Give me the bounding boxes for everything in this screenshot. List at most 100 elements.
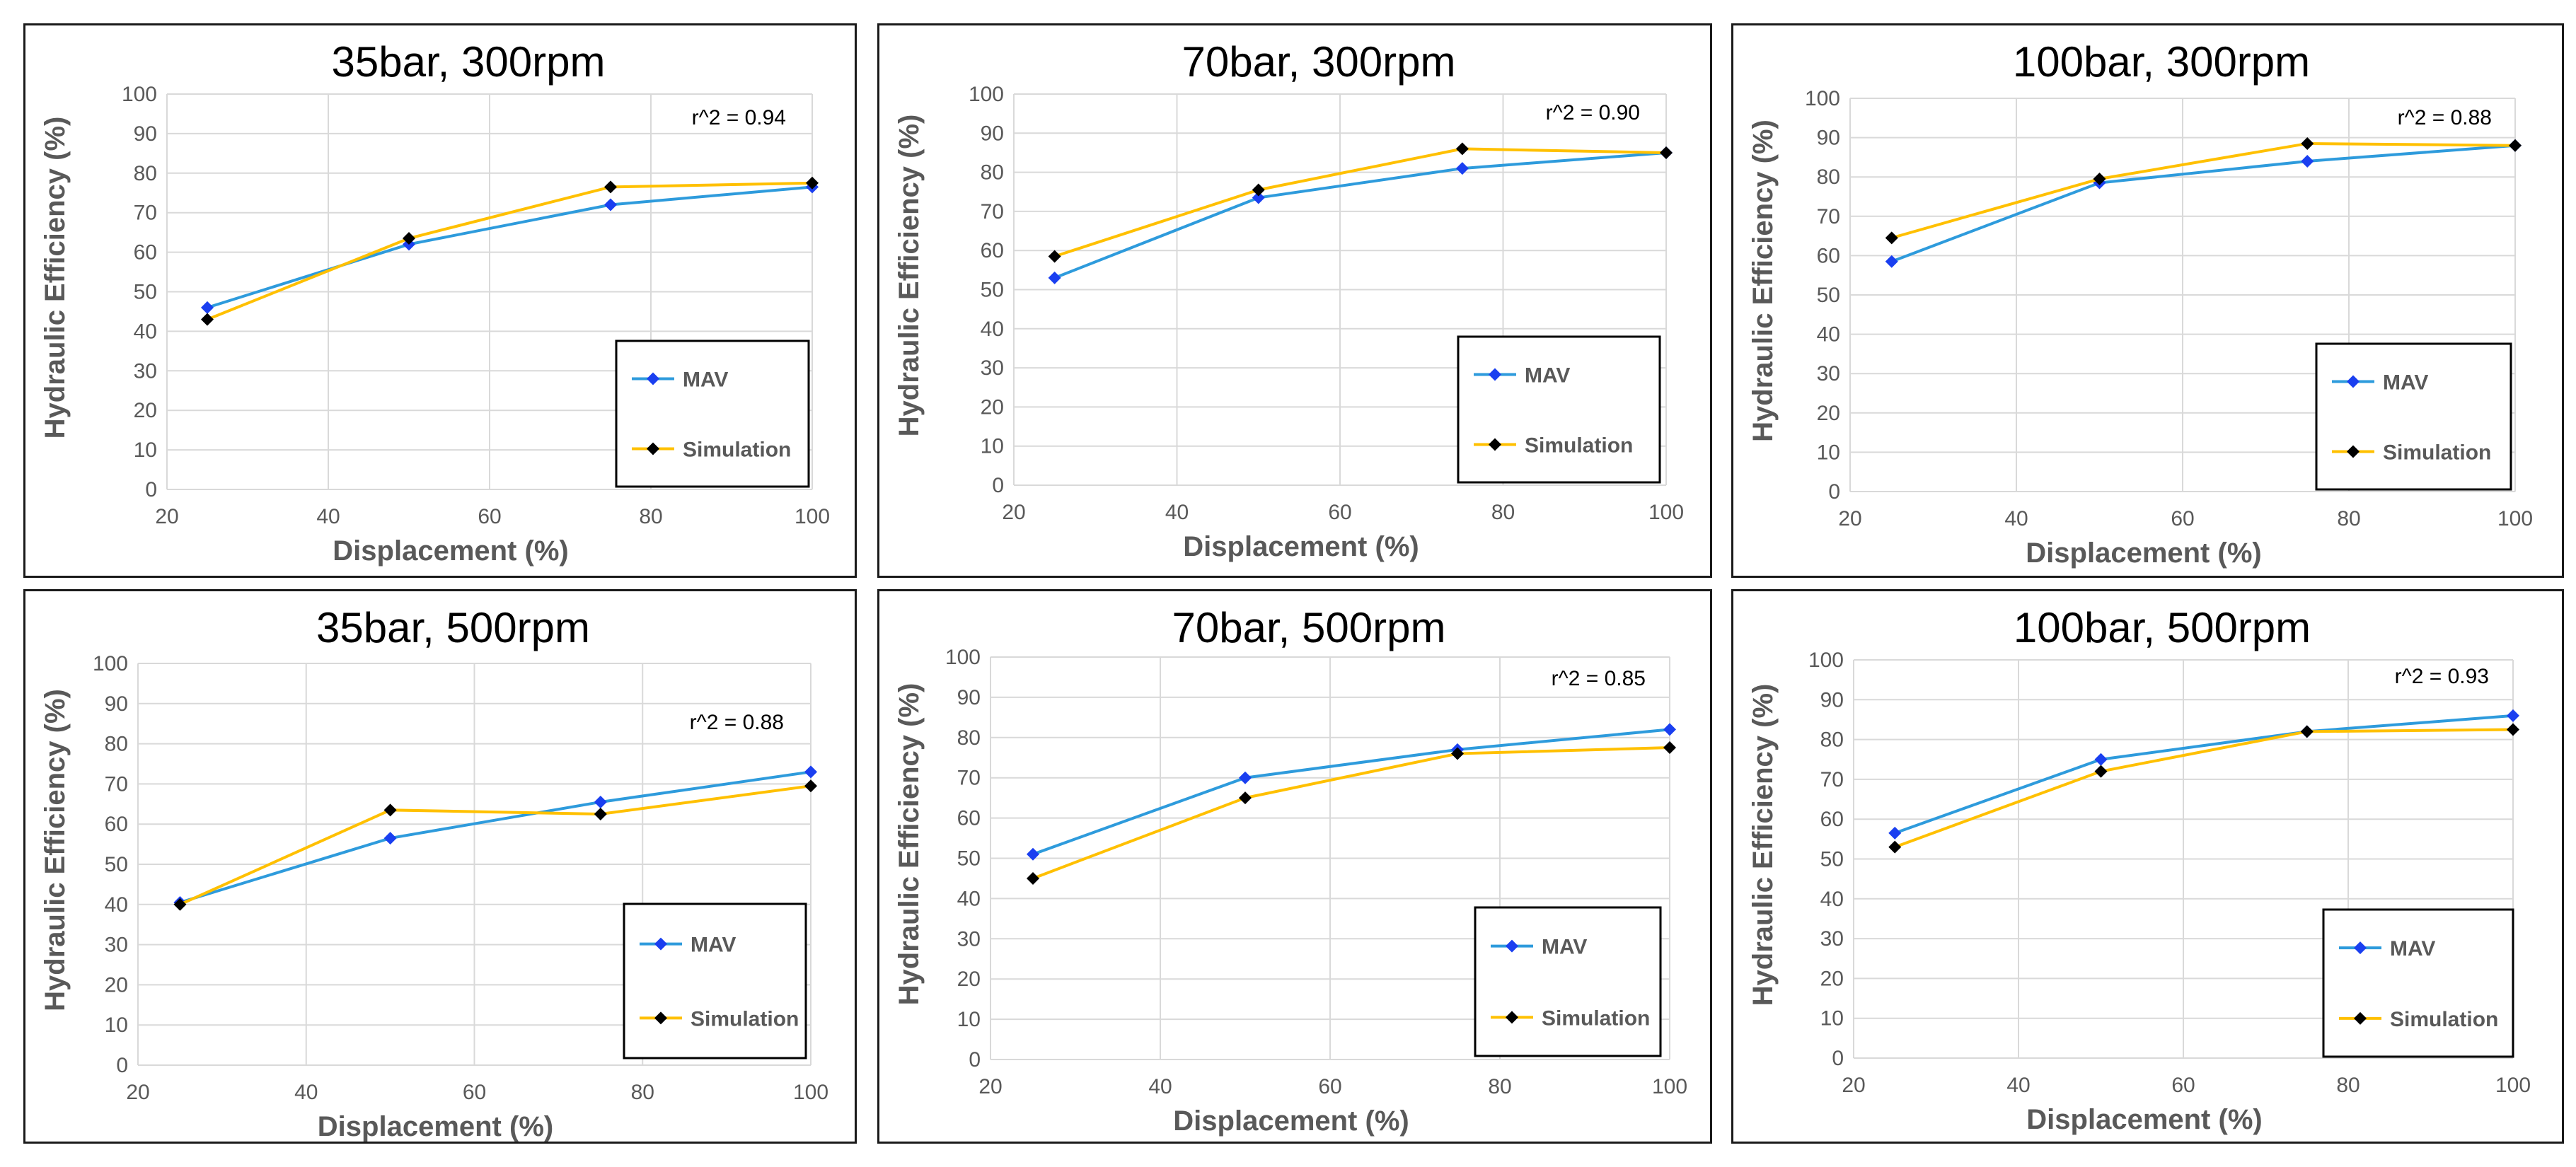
- chart-panel: 0 10 20 30 40 50 60 70 80 90 100 20 40 60 80 100 100bar,…: [1731, 589, 2564, 1144]
- y-axis-label: Hydraulic Efficiency (%): [1748, 684, 1779, 1006]
- mav-legend-marker-icon: [654, 937, 667, 951]
- chart-svg: 0 10 20 30 40 50 60 70 80 90 100 20 40 60 80 100 100bar,…: [1748, 38, 2533, 569]
- chart-svg: 0 10 20 30 40 50 60 70 80 90 100 20 40 60 80 100 100bar,…: [1748, 604, 2531, 1135]
- mav-series-line: [207, 185, 813, 309]
- y-tick-label: 40: [981, 318, 1004, 341]
- mav-series-line: [1894, 714, 2514, 835]
- x-tick-label: 20: [978, 1075, 1002, 1098]
- chart-title: 100bar, 500rpm: [2014, 604, 2311, 651]
- x-axis-label: Displacement (%): [318, 1111, 553, 1142]
- y-tick-label: 20: [981, 395, 1004, 419]
- mav-data-point: [1455, 162, 1469, 175]
- y-tick-label: 30: [1820, 927, 1844, 951]
- simulation-data-point: [2509, 139, 2522, 152]
- y-tick-label: 40: [105, 893, 128, 917]
- y-tick-label: 10: [1820, 1007, 1844, 1030]
- y-tick-label: 60: [957, 807, 981, 830]
- y-tick-label: 20: [105, 973, 128, 997]
- simulation-data-point: [2301, 137, 2314, 150]
- y-tick-label: 20: [957, 968, 981, 991]
- x-tick-label: 100: [793, 1081, 828, 1104]
- mav-series-line: [179, 770, 812, 904]
- chart-svg: 0 10 20 30 40 50 60 70 80 90 100 20 40 60 80 100 70bar, …: [894, 38, 1684, 562]
- mav-legend-label: MAV: [683, 368, 728, 392]
- x-tick-label: 40: [1165, 501, 1189, 524]
- y-tick-label: 90: [957, 686, 981, 709]
- y-tick-label: 100: [1805, 87, 1840, 110]
- simulation-legend-label: Simulation: [683, 438, 791, 461]
- y-tick-label: 10: [105, 1014, 128, 1037]
- y-axis-label: Hydraulic Efficiency (%): [40, 689, 71, 1011]
- mav-data-point: [1027, 847, 1039, 861]
- mav-legend-label: MAV: [691, 934, 736, 957]
- y-tick-label: 70: [1817, 205, 1840, 228]
- mav-data-point: [383, 832, 397, 845]
- x-tick-label: 20: [1838, 507, 1861, 530]
- y-tick-label: 0: [1832, 1047, 1844, 1070]
- chart-title: 70bar, 500rpm: [1172, 604, 1446, 651]
- x-axis-label: Displacement (%): [2026, 538, 2261, 569]
- mav-data-point: [201, 301, 214, 314]
- legend-box: [623, 902, 807, 1059]
- simulation-data-point: [1027, 871, 1039, 885]
- mav-legend-label: MAV: [1542, 936, 1587, 959]
- y-tick-label: 10: [1817, 441, 1840, 464]
- y-tick-label: 100: [1808, 649, 1844, 672]
- chart-svg: 0 10 20 30 40 50 60 70 80 90 100 20 40 60 80 100 35bar, …: [40, 604, 828, 1142]
- simulation-legend-marker-icon: [1506, 1011, 1518, 1024]
- chart-title: 35bar, 500rpm: [316, 604, 590, 651]
- y-axis-label: Hydraulic Efficiency (%): [894, 115, 925, 437]
- mav-data-point: [804, 765, 817, 779]
- y-tick-label: 50: [957, 847, 981, 871]
- y-tick-label: 100: [969, 83, 1004, 106]
- mav-series-line: [1053, 151, 1667, 279]
- x-axis-label: Displacement (%): [1173, 1105, 1409, 1137]
- y-tick-label: 80: [1817, 166, 1840, 189]
- x-tick-label: 60: [1318, 1075, 1341, 1098]
- simulation-legend-label: Simulation: [1542, 1006, 1650, 1030]
- simulation-data-point: [173, 898, 187, 911]
- simulation-data-point: [1455, 142, 1469, 156]
- y-tick-label: 50: [1817, 284, 1840, 307]
- legend-box: [1474, 906, 1662, 1057]
- y-tick-label: 0: [992, 474, 1004, 497]
- y-tick-label: 50: [105, 853, 128, 876]
- y-tick-label: 90: [134, 122, 157, 146]
- chart-panel: 0 10 20 30 40 50 60 70 80 90 100 20 40 60 80 100 100bar,…: [1731, 23, 2564, 578]
- y-axis-label: Hydraulic Efficiency (%): [1748, 120, 1779, 442]
- mav-data-point: [1888, 826, 1902, 840]
- simulation-data-point: [2507, 723, 2519, 736]
- x-tick-label: 20: [1842, 1074, 1865, 1097]
- legend-box: [1457, 335, 1661, 484]
- x-axis-label: Displacement (%): [1183, 531, 1419, 562]
- simulation-legend-label: Simulation: [1525, 434, 1633, 457]
- simulation-data-point: [2094, 765, 2108, 778]
- y-tick-label: 80: [957, 726, 981, 750]
- mav-series-line: [1032, 728, 1670, 856]
- x-tick-label: 40: [1148, 1075, 1172, 1098]
- y-tick-label: 90: [981, 122, 1004, 145]
- mav-data-point: [604, 198, 617, 211]
- y-tick-label: 70: [134, 202, 157, 225]
- y-tick-label: 30: [981, 356, 1004, 380]
- simulation-legend-marker-icon: [654, 1011, 667, 1025]
- legend-box: [2315, 342, 2512, 491]
- y-tick-label: 0: [969, 1048, 981, 1072]
- legend-box: [615, 339, 810, 488]
- chart-panel: 0 10 20 30 40 50 60 70 80 90 100 20 40 60 80 100 70bar, …: [877, 589, 1712, 1144]
- y-tick-label: 70: [1820, 768, 1844, 791]
- mav-data-point: [1048, 271, 1061, 284]
- x-tick-label: 60: [2171, 1074, 2195, 1097]
- simulation-data-point: [594, 808, 607, 820]
- x-tick-label: 100: [2495, 1074, 2531, 1097]
- chart-panel: 0 10 20 30 40 50 60 70 80 90 100 20 40 60 80 100 35bar, …: [23, 589, 857, 1144]
- simulation-data-point: [2300, 725, 2314, 738]
- y-tick-label: 30: [105, 934, 128, 957]
- x-tick-label: 100: [795, 505, 830, 528]
- r-squared-annotation: r^2 = 0.94: [692, 106, 786, 129]
- y-tick-label: 70: [957, 767, 981, 790]
- x-tick-label: 40: [2004, 507, 2028, 530]
- y-tick-label: 30: [134, 359, 157, 383]
- y-tick-label: 50: [134, 281, 157, 304]
- simulation-legend-marker-icon: [647, 442, 659, 455]
